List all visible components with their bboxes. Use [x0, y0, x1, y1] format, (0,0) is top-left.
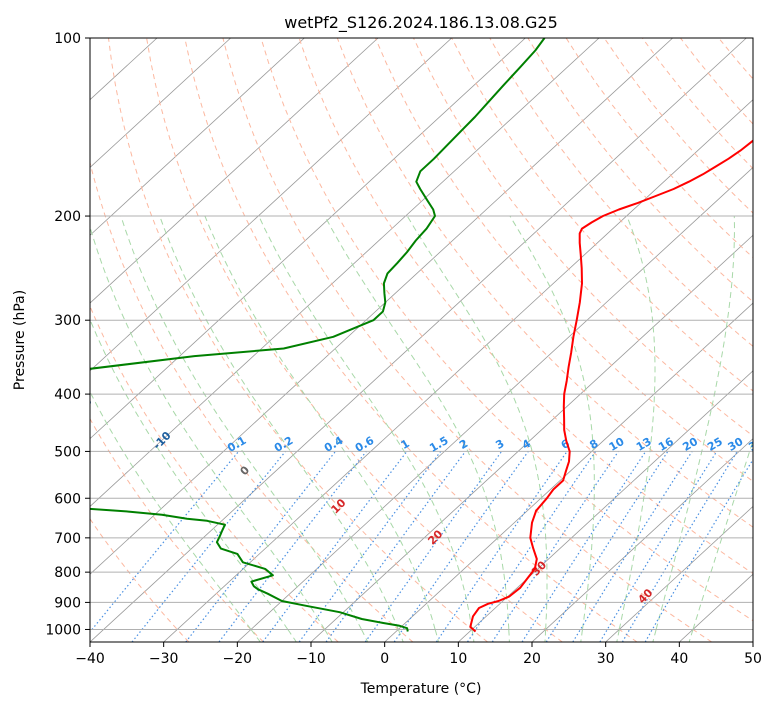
- dry-adiabat-line: [146, 38, 563, 642]
- x-tick-label: 40: [670, 651, 688, 667]
- moist-adiabat-line: [324, 629, 333, 642]
- mixing-ratio-line: [521, 451, 647, 642]
- x-axis-label: Temperature (°C): [360, 681, 482, 697]
- y-tick-label: 100: [54, 31, 81, 47]
- isotherm-line: [90, 38, 747, 642]
- dry-adiabat-line: [374, 38, 753, 482]
- moist-adiabat-line: [250, 629, 261, 642]
- isotherm-line: [163, 99, 753, 642]
- mixing-ratio-line: [572, 451, 693, 642]
- moist-adiabat-line: [616, 629, 620, 642]
- isotherm-line: [384, 302, 753, 642]
- dry-adiabat-line: [90, 305, 339, 642]
- mixing-ratio-line: [298, 451, 442, 642]
- moist-adiabat-line: [287, 629, 297, 642]
- moist-adiabat-line: [434, 629, 439, 642]
- mixing-ratio-line: [491, 451, 619, 642]
- dry-adiabat-line: [108, 38, 488, 642]
- isotherm-line: [90, 38, 305, 236]
- dry-adiabat-line: [184, 38, 638, 642]
- isotherm-line: [90, 38, 526, 440]
- y-tick-label: 200: [54, 209, 81, 225]
- x-tick-label: −10: [296, 651, 326, 667]
- dry-adiabat-line: [527, 38, 753, 303]
- dry-adiabat-line: [413, 38, 753, 437]
- y-tick-label: 900: [54, 595, 81, 611]
- mixing-ratio-line: [435, 451, 568, 642]
- mixing-ratio-label: 36: [746, 435, 766, 454]
- isotherm-line: [90, 38, 379, 304]
- mixing-ratio-line: [466, 451, 597, 642]
- mixing-ratio-line: [393, 451, 529, 642]
- dry-adiabat-line: [90, 518, 190, 642]
- moist-adiabat-line: [471, 629, 475, 642]
- x-tick-label: −40: [75, 651, 105, 667]
- x-tick-label: 20: [523, 651, 541, 667]
- mixing-ratio-line: [364, 451, 503, 642]
- isotherm-line: [458, 370, 753, 642]
- x-tick-label: −30: [149, 651, 179, 667]
- moist-adiabat-line: [397, 629, 404, 642]
- mixing-ratio-line: [325, 451, 466, 642]
- chart-title: wetPf2_S126.2024.186.13.08.G25: [284, 13, 558, 33]
- dry-adiabat-line: [90, 417, 264, 642]
- isotherm-line: [90, 38, 673, 575]
- y-tick-label: 600: [54, 491, 81, 507]
- dry-adiabat-line: [451, 38, 753, 392]
- isotherm-line: [90, 38, 231, 169]
- moist-adiabat-line: [361, 629, 369, 642]
- isotherm-line: [90, 38, 452, 372]
- x-tick-label: −20: [223, 651, 253, 667]
- mixing-ratio-line: [599, 451, 718, 642]
- dry-adiabat-line: [260, 38, 753, 622]
- isotherm-line: [237, 166, 753, 642]
- isotherm-line: [531, 438, 753, 642]
- moist-adiabat-line: [652, 629, 657, 642]
- y-tick-label: 1000: [45, 622, 81, 638]
- dry-adiabat-line: [90, 160, 414, 642]
- dry-adiabat-line: [222, 38, 712, 642]
- dewpoint-profile-line: [90, 38, 546, 632]
- x-tick-label: 50: [744, 651, 762, 667]
- y-tick-label: 800: [54, 565, 81, 581]
- isotherm-line: [90, 38, 600, 507]
- moist-adiabat-line: [508, 629, 510, 642]
- moist-adiabat-line: [544, 629, 547, 642]
- x-tick-label: 10: [449, 651, 467, 667]
- mixing-ratio-line: [262, 451, 408, 642]
- isotherm-line: [605, 505, 753, 642]
- dry-adiabat-line: [336, 38, 753, 528]
- mixing-ratio-line: [131, 451, 286, 642]
- y-axis-label: Pressure (hPa): [12, 290, 28, 390]
- y-tick-label: 400: [54, 387, 81, 403]
- plot-frame: [89, 37, 754, 643]
- mixing-ratio-line: [545, 451, 669, 642]
- moist-adiabat-line: [688, 629, 694, 642]
- x-tick-label: 30: [597, 651, 615, 667]
- dry-adiabat-line: [298, 38, 753, 575]
- y-tick-label: 300: [54, 313, 81, 329]
- y-tick-label: 500: [54, 444, 81, 460]
- mixing-ratio-line: [218, 451, 367, 642]
- mixing-ratio-line: [90, 451, 240, 633]
- moist-adiabat-line: [580, 629, 583, 642]
- x-tick-label: 0: [380, 651, 389, 667]
- moist-adiabat-line: [120, 215, 362, 630]
- y-tick-label: 700: [54, 531, 81, 547]
